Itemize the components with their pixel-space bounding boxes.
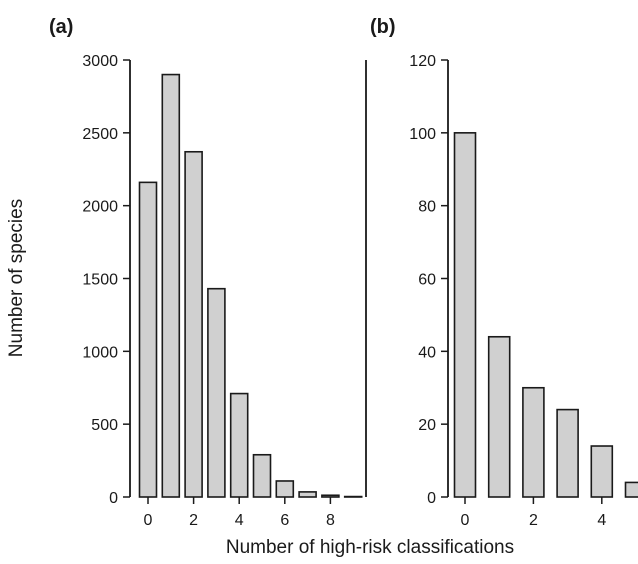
- panel-a-x-ticks: 0 2 4 6 8: [144, 497, 335, 529]
- panel-b-bar-2: [522, 386, 545, 498]
- panel-a-bar-6: [275, 480, 295, 498]
- panel-a-label: (a): [49, 16, 73, 38]
- panel-a-x-tick-label: 8: [326, 512, 335, 529]
- panel-a-x-tick-label: 0: [144, 512, 153, 529]
- panel-a-x-tick-label: 4: [235, 512, 244, 529]
- panel-b-y-tick-label: 80: [418, 199, 436, 216]
- panel-a-bar-8: [321, 494, 340, 498]
- panel-a-x-tick-label: 6: [280, 512, 289, 529]
- panel-b-y-tick-label: 0: [427, 490, 436, 507]
- panel-a-y-tick-label: 1000: [82, 344, 118, 361]
- panel-a-y-tick-label: 500: [91, 417, 118, 434]
- panel-b-y-tick-label: 60: [418, 272, 436, 289]
- panel-a-y-tick-label: 2500: [82, 126, 118, 143]
- panel-b-bars: [453, 132, 638, 498]
- panel-a-bar-5: [252, 453, 272, 498]
- panel-a-x-tick-label: 2: [189, 512, 198, 529]
- panel-b-y-tick-label: 120: [409, 53, 436, 70]
- panel-b-bar-4: [590, 445, 614, 498]
- panel-a-y-tick-label: 3000: [82, 53, 118, 70]
- panel-a-bar-7: [298, 491, 317, 498]
- panel-a-y-tick-label: 2000: [82, 199, 118, 216]
- panel-b-bar-5: [624, 481, 638, 498]
- panel-b-x-tick-label: 2: [529, 512, 538, 529]
- panel-a-y-tick-label: 0: [109, 490, 118, 507]
- panel-b-y-tick-label: 100: [409, 126, 436, 143]
- panel-b-bar-1: [487, 335, 511, 498]
- panel-b-label: (b): [370, 16, 396, 38]
- panel-a-bars: [138, 73, 363, 498]
- y-axis-title: Number of species: [6, 199, 27, 357]
- panel-a-y-ticks: 0 500 1000 1500 2000 2500 3000: [82, 53, 130, 507]
- panel-b-y-tick-label: 20: [418, 417, 436, 434]
- panel-b-y-ticks: 0 20 40 60 80 100 120: [409, 53, 448, 507]
- panel-b-x-tick-label: 4: [597, 512, 606, 529]
- panel-a: (a) 0 500 1000 1500 2000 2500 3000 0 2 4 6 8: [49, 16, 367, 529]
- panel-a-bar-1: [161, 73, 181, 498]
- panel-a-bar-0: [138, 181, 158, 498]
- panel-a-bar-3: [207, 287, 226, 498]
- panel-a-axis-frame: [129, 60, 367, 497]
- panel-b-x-tick-label: 0: [461, 512, 470, 529]
- panel-b-bar-0: [453, 132, 477, 498]
- panel-a-bar-2: [184, 150, 203, 498]
- panel-a-y-tick-label: 1500: [82, 272, 118, 289]
- panel-b-bar-3: [556, 408, 579, 498]
- panel-a-bar-4: [229, 392, 249, 498]
- x-axis-title: Number of high-risk classifications: [226, 537, 514, 558]
- panel-b-y-tick-label: 40: [418, 344, 436, 361]
